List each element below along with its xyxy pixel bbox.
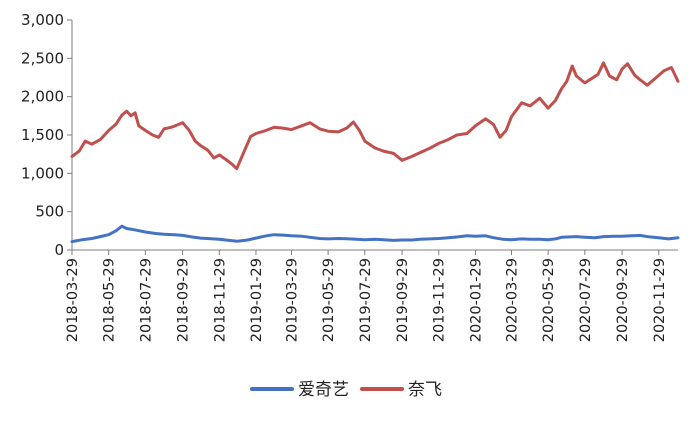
x-tick-label: 2019-03-29 [284, 258, 300, 342]
x-tick-label: 2019-07-29 [358, 258, 374, 342]
x-tick-label: 2018-11-29 [212, 258, 228, 342]
x-tick-label: 2020-07-29 [578, 258, 594, 342]
y-tick-label: 2,500 [21, 49, 64, 67]
legend-label-0: 爱奇艺 [298, 380, 349, 400]
series-lines [70, 61, 680, 244]
x-tick-label: 2018-07-29 [138, 258, 154, 342]
x-axis: 2018-03-29 2018-05-29 2018-07-29 2018-09-29… [65, 249, 678, 342]
series-line-0 [70, 224, 680, 244]
x-tick-label: 2020-05-29 [541, 258, 557, 342]
y-tick-label: 1,000 [21, 164, 64, 182]
y-tick-label: 3,000 [21, 11, 64, 29]
x-tick-label: 2020-09-29 [615, 258, 631, 342]
legend: 爱奇艺 奈飞 [250, 380, 442, 400]
x-tick-label: 2020-01-29 [468, 258, 484, 342]
x-tick-label: 2020-03-29 [504, 258, 520, 342]
legend-label-1: 奈飞 [408, 380, 442, 400]
y-tick-label: 0 [54, 241, 64, 259]
x-tick-label: 2019-11-29 [432, 258, 448, 342]
y-tick-label: 2,000 [21, 88, 64, 106]
x-tick-label: 2018-05-29 [102, 258, 118, 342]
y-tick-label: 1,500 [21, 126, 64, 144]
x-tick-label: 2018-03-29 [65, 258, 81, 342]
x-tick-label: 2019-09-29 [395, 258, 411, 342]
x-tick-label: 2019-01-29 [249, 258, 265, 342]
x-tick-label: 2019-05-29 [321, 258, 337, 342]
y-tick-label: 500 [35, 203, 64, 221]
x-tick-label: 2020-11-29 [652, 258, 668, 342]
y-axis: 0 500 1,000 1,500 2,000 2,500 3,000 [21, 11, 73, 259]
series-line-1 [70, 61, 680, 171]
x-tick-label: 2018-09-29 [176, 258, 192, 342]
